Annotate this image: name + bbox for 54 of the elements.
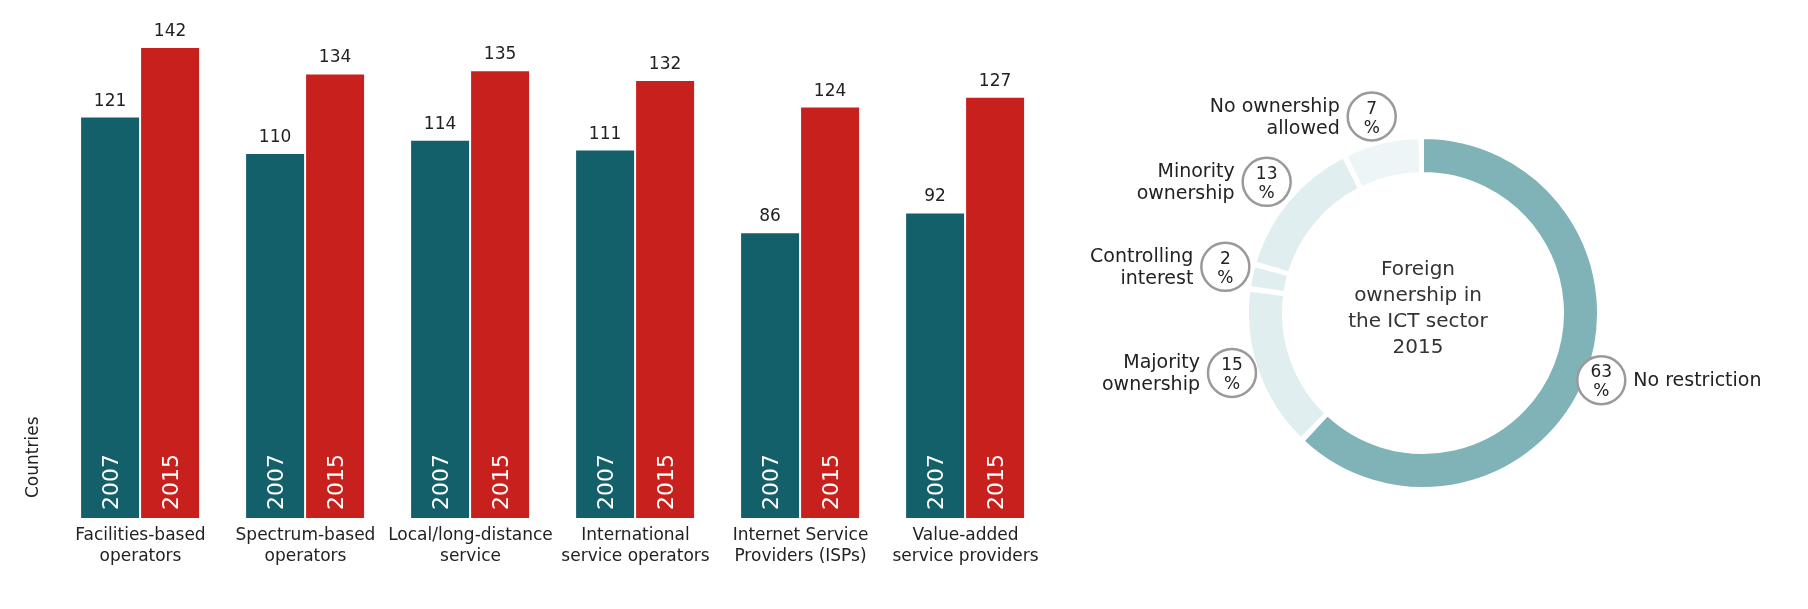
- data-label: 92: [924, 185, 946, 206]
- series-label: 2015: [157, 454, 183, 510]
- x-tick-label: Internet Service Providers (ISPs): [732, 524, 869, 565]
- bar: [636, 81, 695, 518]
- data-label: 127: [978, 69, 1012, 90]
- text: 2015: [652, 454, 678, 510]
- x-tick-label: Spectrum-based operators: [235, 524, 376, 565]
- data-label: 110: [258, 125, 292, 146]
- data-label: 114: [423, 112, 457, 133]
- data-label: 132: [648, 53, 682, 74]
- data-label: 121: [93, 89, 127, 110]
- bar: [246, 153, 305, 518]
- text: 2007: [262, 454, 288, 510]
- bar: [81, 117, 140, 518]
- bar: [576, 150, 635, 518]
- bar: [741, 233, 800, 518]
- data-label: 111: [588, 122, 622, 143]
- data-label: 135: [483, 43, 517, 64]
- bar: [411, 140, 470, 518]
- slice-label: Controlling interest: [1090, 243, 1194, 288]
- data-label: 13 %: [1255, 162, 1278, 202]
- text: 2015: [982, 454, 1008, 510]
- bar: [966, 97, 1025, 518]
- text: 2007: [757, 454, 783, 510]
- bar: [906, 213, 965, 518]
- bar: [141, 48, 200, 518]
- data-label: 7 %: [1363, 97, 1380, 137]
- bar: [306, 74, 365, 518]
- data-label: 124: [813, 79, 847, 100]
- x-tick-label: Facilities-based operators: [75, 524, 206, 565]
- text: 2015: [487, 454, 513, 510]
- x-tick-label: Value-added service providers: [892, 524, 1039, 565]
- series-label: 2007: [97, 454, 123, 510]
- data-label: 134: [318, 46, 352, 67]
- bar: [801, 107, 860, 518]
- bar: [471, 71, 530, 518]
- data-label: 2 %: [1217, 247, 1234, 287]
- data-label: 86: [759, 205, 781, 226]
- text: 2015: [817, 454, 843, 510]
- text: Foreign ownership in the ICT sector 2015: [1348, 256, 1489, 358]
- slice-label: No ownership allowed: [1209, 93, 1340, 138]
- slice-label: Majority ownership: [1101, 349, 1200, 394]
- data-label: 63 %: [1590, 361, 1613, 401]
- data-label: 15 %: [1221, 353, 1243, 393]
- slice-label: No restriction: [1633, 368, 1762, 391]
- text: 2007: [427, 454, 453, 510]
- slice-label: Minority ownership: [1136, 158, 1235, 203]
- x-tick-label: International service operators: [561, 524, 710, 565]
- text: 2015: [322, 454, 348, 510]
- text: 2007: [922, 454, 948, 510]
- y-axis-title: Countries: [22, 416, 42, 498]
- x-tick-label: Local/long-distance service: [388, 524, 553, 565]
- text: 2007: [592, 454, 618, 510]
- data-label: 142: [153, 20, 187, 40]
